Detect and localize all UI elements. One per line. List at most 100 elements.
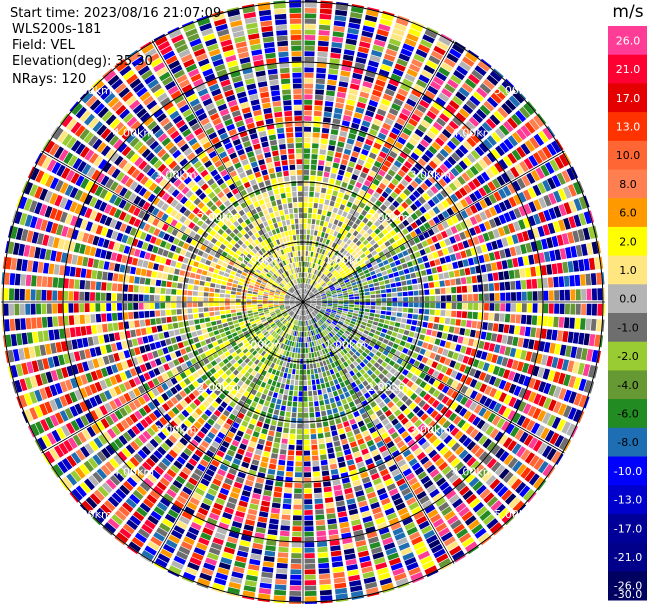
velocity-gate [304,536,315,542]
velocity-gate [304,477,312,483]
velocity-gate [460,198,469,208]
velocity-gate [355,181,363,189]
velocity-gate [326,507,335,514]
velocity-gate [304,580,317,586]
velocity-gate [528,339,535,350]
velocity-gate [292,526,302,532]
velocity-gate [330,312,336,316]
velocity-gate [437,223,445,232]
velocity-gate [575,289,581,301]
velocity-gate [411,536,423,546]
velocity-gate [4,319,10,332]
velocity-gate [406,336,413,343]
velocity-gate [265,372,271,378]
velocity-gate [381,13,394,22]
velocity-gate [503,394,512,405]
velocity-gate [317,253,321,259]
velocity-gate [537,278,543,289]
velocity-gate [436,233,443,241]
velocity-gate [237,471,246,479]
velocity-gate [241,420,249,428]
velocity-gate [436,442,446,452]
velocity-gate [492,323,499,332]
velocity-gate [303,294,305,300]
velocity-gate [301,304,303,310]
velocity-gate [528,391,537,403]
velocity-gate [282,344,287,350]
velocity-gate [343,332,349,338]
velocity-gate [140,327,147,336]
velocity-gate [335,97,345,104]
velocity-gate [312,274,315,280]
velocity-gate [212,537,224,546]
velocity-gate [362,239,369,246]
velocity-gate [317,170,323,177]
velocity-gate [440,310,446,317]
velocity-gate [499,142,510,153]
velocity-gate [317,389,322,395]
velocity-gate [364,205,371,212]
velocity-gate [439,317,445,324]
velocity-gate [303,288,305,294]
velocity-gate [217,468,227,477]
velocity-gate [261,500,271,507]
velocity-gate [348,377,354,384]
velocity-gate [393,363,400,370]
velocity-gate [316,299,322,301]
velocity-gate [441,395,450,405]
velocity-gate [439,446,449,456]
velocity-gate [368,496,379,505]
velocity-gate [250,436,258,443]
velocity-gate [382,338,389,345]
velocity-gate [351,347,357,353]
velocity-gate [311,318,315,324]
velocity-gate [332,293,337,296]
velocity-gate [340,247,345,254]
velocity-gate [519,106,531,119]
velocity-gate [423,393,432,402]
velocity-gate [456,286,462,293]
velocity-gate [590,318,597,331]
velocity-gate [373,282,380,287]
velocity-gate [384,117,394,126]
velocity-gate [388,107,399,116]
velocity-gate [199,318,205,324]
velocity-gate [316,362,320,368]
velocity-gate [527,303,533,313]
velocity-gate [360,324,366,329]
velocity-gate [351,78,361,85]
velocity-gate [414,251,421,258]
velocity-gate [305,296,309,301]
velocity-gate [380,289,386,294]
velocity-gate [345,104,355,111]
velocity-gate [514,325,521,335]
velocity-gate [338,304,344,306]
velocity-gate [331,343,336,350]
velocity-gate [197,347,204,354]
velocity-gate [411,278,418,284]
velocity-gate [347,289,353,293]
velocity-gate [285,333,289,339]
velocity-gate [501,511,514,524]
velocity-gate [318,272,322,277]
velocity-gate [332,298,338,301]
velocity-gate [479,104,491,116]
velocity-gate [290,330,294,335]
velocity-gate [411,133,421,142]
velocity-gate [262,566,274,573]
velocity-gate [304,121,312,127]
velocity-gate [328,325,333,331]
velocity-gate [328,68,339,75]
velocity-gate [316,236,320,242]
velocity-gate [446,302,452,309]
velocity-gate [357,550,370,558]
velocity-gate [334,107,343,114]
velocity-gate [346,33,358,40]
velocity-gate [353,386,360,393]
velocity-gate [218,522,229,530]
velocity-gate [301,310,303,316]
velocity-gate [345,454,353,461]
velocity-gate [353,336,360,342]
velocity-gate [314,498,323,504]
velocity-gate [391,311,397,317]
